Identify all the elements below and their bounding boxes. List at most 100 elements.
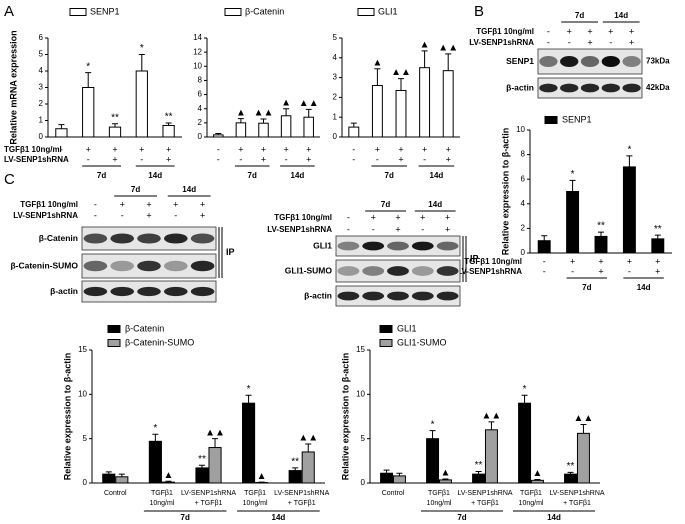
- y-tick-label: 8: [521, 150, 526, 159]
- legend-label: GLI1-SUMO: [397, 337, 447, 347]
- condition-mark: +: [395, 212, 400, 222]
- bar: [380, 472, 394, 484]
- significance-label: **: [475, 460, 483, 471]
- bar: [622, 166, 636, 254]
- condition-mark: +: [629, 37, 634, 47]
- condition-mark: +: [627, 256, 632, 266]
- blot-band: [580, 56, 600, 67]
- legend-label: GLI1: [397, 323, 417, 333]
- row-label: TGFβ1 10ng/ml: [464, 257, 522, 266]
- bar: [162, 124, 175, 138]
- condition-mark: -: [352, 144, 355, 154]
- condition-mark: +: [306, 144, 311, 154]
- condition-mark: +: [587, 37, 592, 47]
- row-label: β-actin: [506, 82, 534, 92]
- group-label: 7d: [457, 513, 466, 522]
- condition-mark: +: [655, 266, 660, 276]
- significance-label: **: [654, 224, 662, 235]
- significance-label: *: [627, 144, 631, 155]
- y-tick-label: 0: [39, 132, 44, 141]
- group-label: 14d: [148, 171, 162, 180]
- significance-label: ▲: [236, 107, 246, 118]
- blot-band: [622, 56, 641, 67]
- condition-mark: +: [306, 154, 311, 164]
- legend-swatch: [379, 325, 393, 333]
- significance-label: *: [571, 169, 575, 180]
- y-tick-label: 0: [83, 478, 88, 487]
- y-tick-label: 4: [333, 53, 338, 62]
- size-label: 42kDa: [646, 83, 670, 92]
- error-bar: [567, 471, 574, 475]
- group-label: 7d: [381, 200, 390, 209]
- condition-mark: +: [200, 210, 205, 220]
- y-tick-label: 2: [198, 118, 203, 127]
- bar: [484, 429, 498, 484]
- y-tick-label: 5: [361, 434, 366, 443]
- significance-label: ▲: [372, 57, 382, 68]
- error-bar: [350, 122, 357, 128]
- significance-label: *: [140, 43, 144, 54]
- bar: [208, 447, 222, 484]
- condition-mark: +: [422, 144, 427, 154]
- bar: [102, 473, 116, 484]
- condition-mark: -: [94, 210, 97, 220]
- blot-band: [83, 233, 108, 244]
- condition-mark: +: [375, 144, 380, 154]
- legend-label: β-Catenin: [125, 323, 164, 333]
- condition-mark: +: [200, 199, 205, 209]
- significance-label: **: [165, 112, 173, 123]
- error-bar: [112, 123, 118, 128]
- error-bar: [541, 235, 548, 241]
- error-bar: [165, 122, 172, 126]
- condition-mark: +: [261, 144, 266, 154]
- y-tick-label: 0: [198, 132, 203, 141]
- condition-mark: -: [609, 37, 612, 47]
- ip-label: IP: [226, 247, 235, 257]
- significance-label: *: [247, 384, 251, 395]
- bar: [242, 402, 256, 484]
- error-bar: [580, 423, 587, 434]
- condition-mark: +: [567, 26, 572, 36]
- significance-label: ▲▲: [391, 67, 411, 78]
- condition-mark: -: [568, 37, 571, 47]
- condition-mark: +: [166, 154, 171, 164]
- blot-band: [539, 83, 558, 93]
- blot-band: [190, 286, 215, 297]
- y-tick-label: 15: [356, 345, 365, 354]
- condition-mark: -: [347, 212, 350, 222]
- error-bar: [152, 433, 159, 442]
- blot-band: [137, 286, 161, 297]
- condition-mark: -: [140, 154, 143, 164]
- condition-mark: +: [398, 154, 403, 164]
- blot-band: [137, 260, 161, 272]
- condition-mark: +: [608, 26, 613, 36]
- row-label: β-actin: [50, 286, 78, 296]
- y-tick-label: 2: [333, 93, 338, 102]
- condition-label: LV-SENP1shRNA: [469, 38, 534, 47]
- legend-label: SENP1: [90, 6, 120, 16]
- group-label: 7d: [181, 513, 190, 522]
- size-label: 73kDa: [646, 57, 670, 66]
- condition-label: LV-SENP1shRNA: [13, 211, 78, 220]
- bar: [537, 240, 551, 254]
- y-tick-label: 5: [39, 50, 44, 59]
- y-tick-label: 4: [521, 199, 526, 208]
- condition-mark: +: [445, 212, 450, 222]
- y-tick-label: 0: [333, 132, 338, 141]
- blot-band: [411, 266, 434, 276]
- significance-label: ▲▲: [574, 413, 594, 424]
- condition-mark: +: [655, 256, 660, 266]
- error-bar: [396, 472, 403, 476]
- blot-band: [436, 241, 459, 251]
- error-bar: [598, 231, 604, 237]
- condition-mark: -: [285, 154, 288, 164]
- x-tick-label: 10ng/ml: [243, 500, 268, 507]
- x-tick-label: Control: [104, 490, 127, 497]
- significance-label: *: [523, 384, 527, 395]
- x-tick-label: 10ng/ml: [149, 500, 174, 507]
- legend-swatch: [107, 325, 121, 333]
- x-tick-label: LV-SENP1shRNA: [274, 490, 329, 497]
- significance-label: ▲: [281, 97, 291, 108]
- condition-mark: -: [376, 154, 379, 164]
- condition-mark: +: [86, 144, 91, 154]
